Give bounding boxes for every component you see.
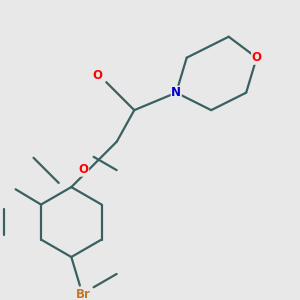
Text: O: O (92, 69, 103, 82)
Text: O: O (252, 51, 262, 64)
Text: Br: Br (76, 288, 91, 300)
Text: O: O (79, 163, 88, 176)
Text: N: N (171, 86, 181, 99)
